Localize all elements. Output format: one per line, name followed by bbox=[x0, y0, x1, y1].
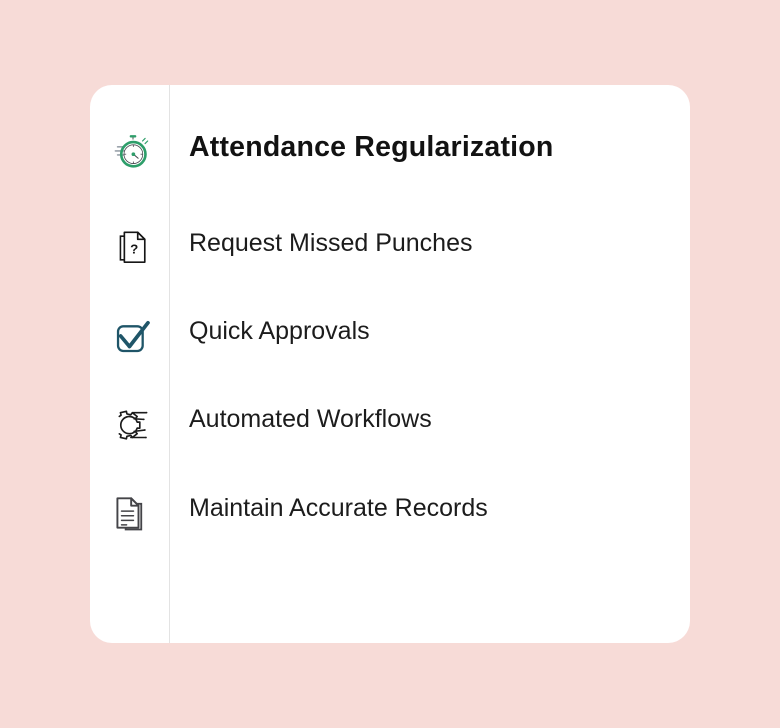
svg-text:?: ? bbox=[130, 242, 138, 257]
